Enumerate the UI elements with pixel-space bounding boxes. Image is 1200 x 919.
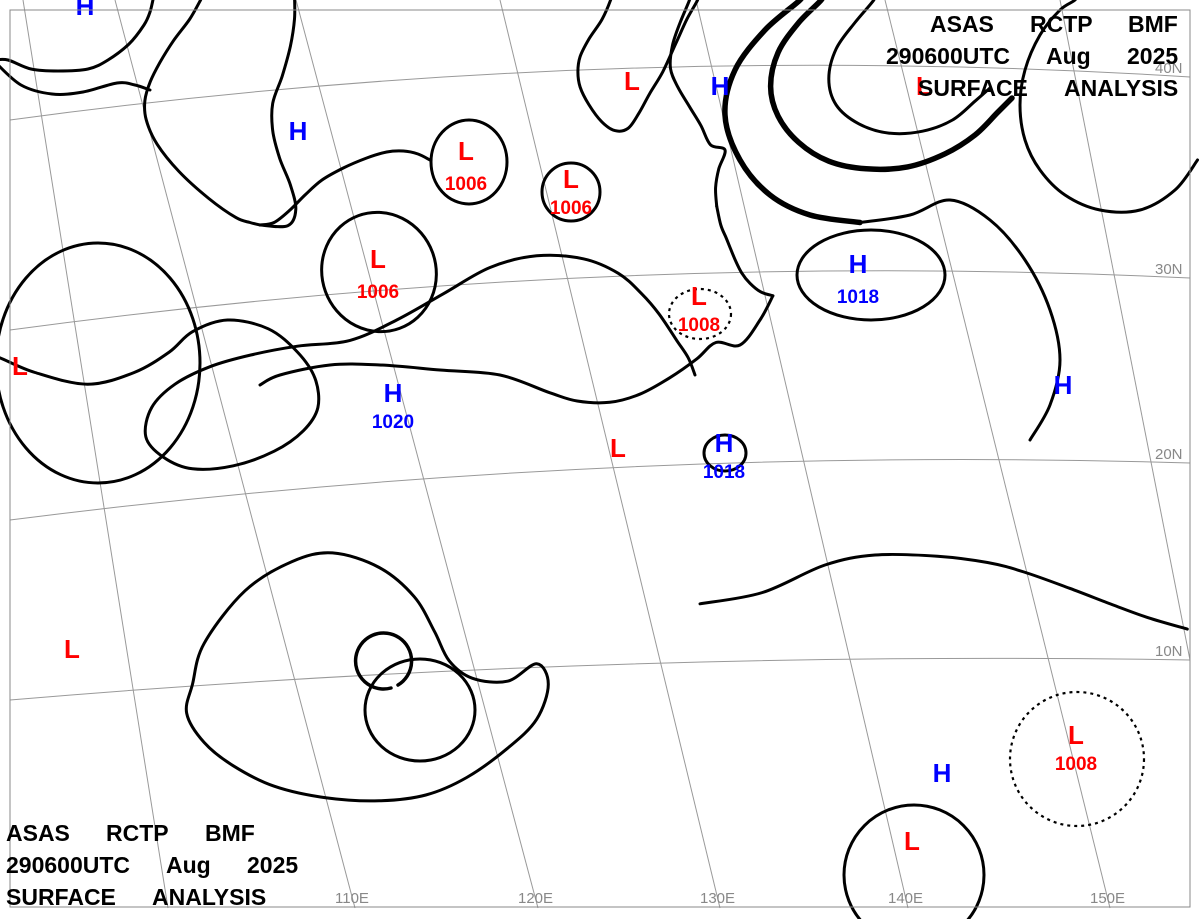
svg-text:1006: 1006 (445, 174, 487, 195)
svg-text:L: L (1068, 720, 1084, 750)
svg-text:H: H (715, 428, 734, 458)
svg-text:130E: 130E (700, 890, 735, 907)
svg-text:120E: 120E (518, 890, 553, 907)
svg-text:10N: 10N (1155, 643, 1183, 660)
svg-text:H: H (289, 116, 308, 146)
svg-text:L: L (563, 164, 579, 194)
svg-text:L: L (610, 433, 626, 463)
svg-text:L: L (64, 634, 80, 664)
svg-text:L: L (370, 244, 386, 274)
svg-text:1006: 1006 (550, 198, 592, 219)
svg-text:L: L (624, 66, 640, 96)
svg-text:H: H (711, 71, 730, 101)
svg-text:L: L (904, 826, 920, 856)
svg-text:H: H (1054, 370, 1073, 400)
svg-text:L: L (12, 351, 28, 381)
svg-text:1018: 1018 (837, 287, 879, 308)
svg-text:1020: 1020 (372, 412, 414, 433)
svg-text:H: H (849, 249, 868, 279)
svg-text:150E: 150E (1090, 890, 1125, 907)
svg-text:110E: 110E (335, 890, 369, 907)
svg-text:30N: 30N (1155, 261, 1183, 278)
svg-text:140E: 140E (888, 890, 923, 907)
svg-text:20N: 20N (1155, 446, 1183, 463)
svg-text:1008: 1008 (1055, 754, 1097, 775)
svg-text:L: L (691, 281, 707, 311)
svg-text:1006: 1006 (357, 282, 399, 303)
svg-text:1008: 1008 (678, 315, 720, 336)
svg-text:L: L (458, 136, 474, 166)
svg-text:H: H (933, 758, 952, 788)
svg-text:1018: 1018 (703, 462, 745, 483)
svg-text:H: H (384, 378, 403, 408)
